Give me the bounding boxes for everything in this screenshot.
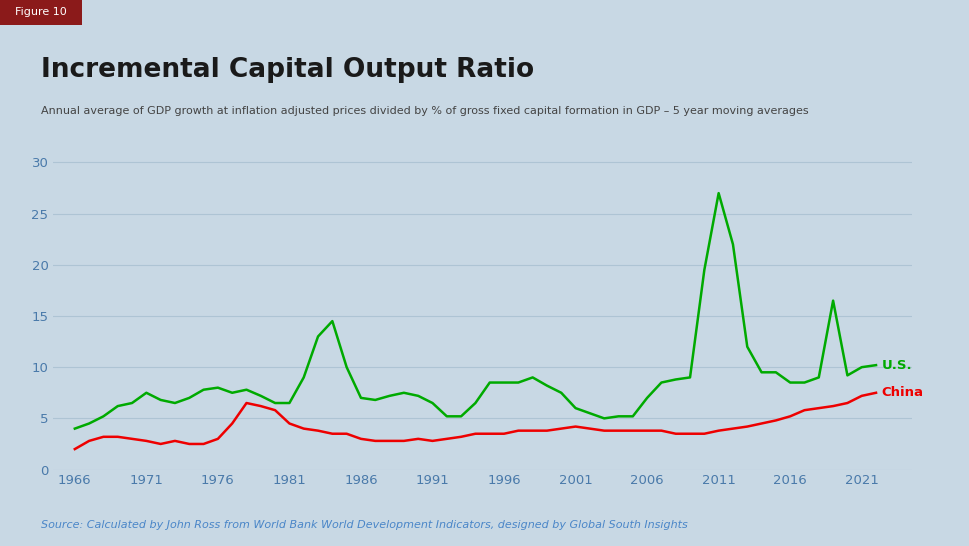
Text: Annual average of GDP growth at inflation adjusted prices divided by % of gross : Annual average of GDP growth at inflatio…: [41, 106, 807, 116]
Text: Incremental Capital Output Ratio: Incremental Capital Output Ratio: [41, 57, 533, 84]
Text: Source: Calculated by John Ross from World Bank World Development Indicators, de: Source: Calculated by John Ross from Wor…: [41, 520, 687, 530]
Text: Figure 10: Figure 10: [16, 7, 67, 17]
Text: China: China: [881, 386, 922, 399]
Text: U.S.: U.S.: [881, 359, 912, 372]
